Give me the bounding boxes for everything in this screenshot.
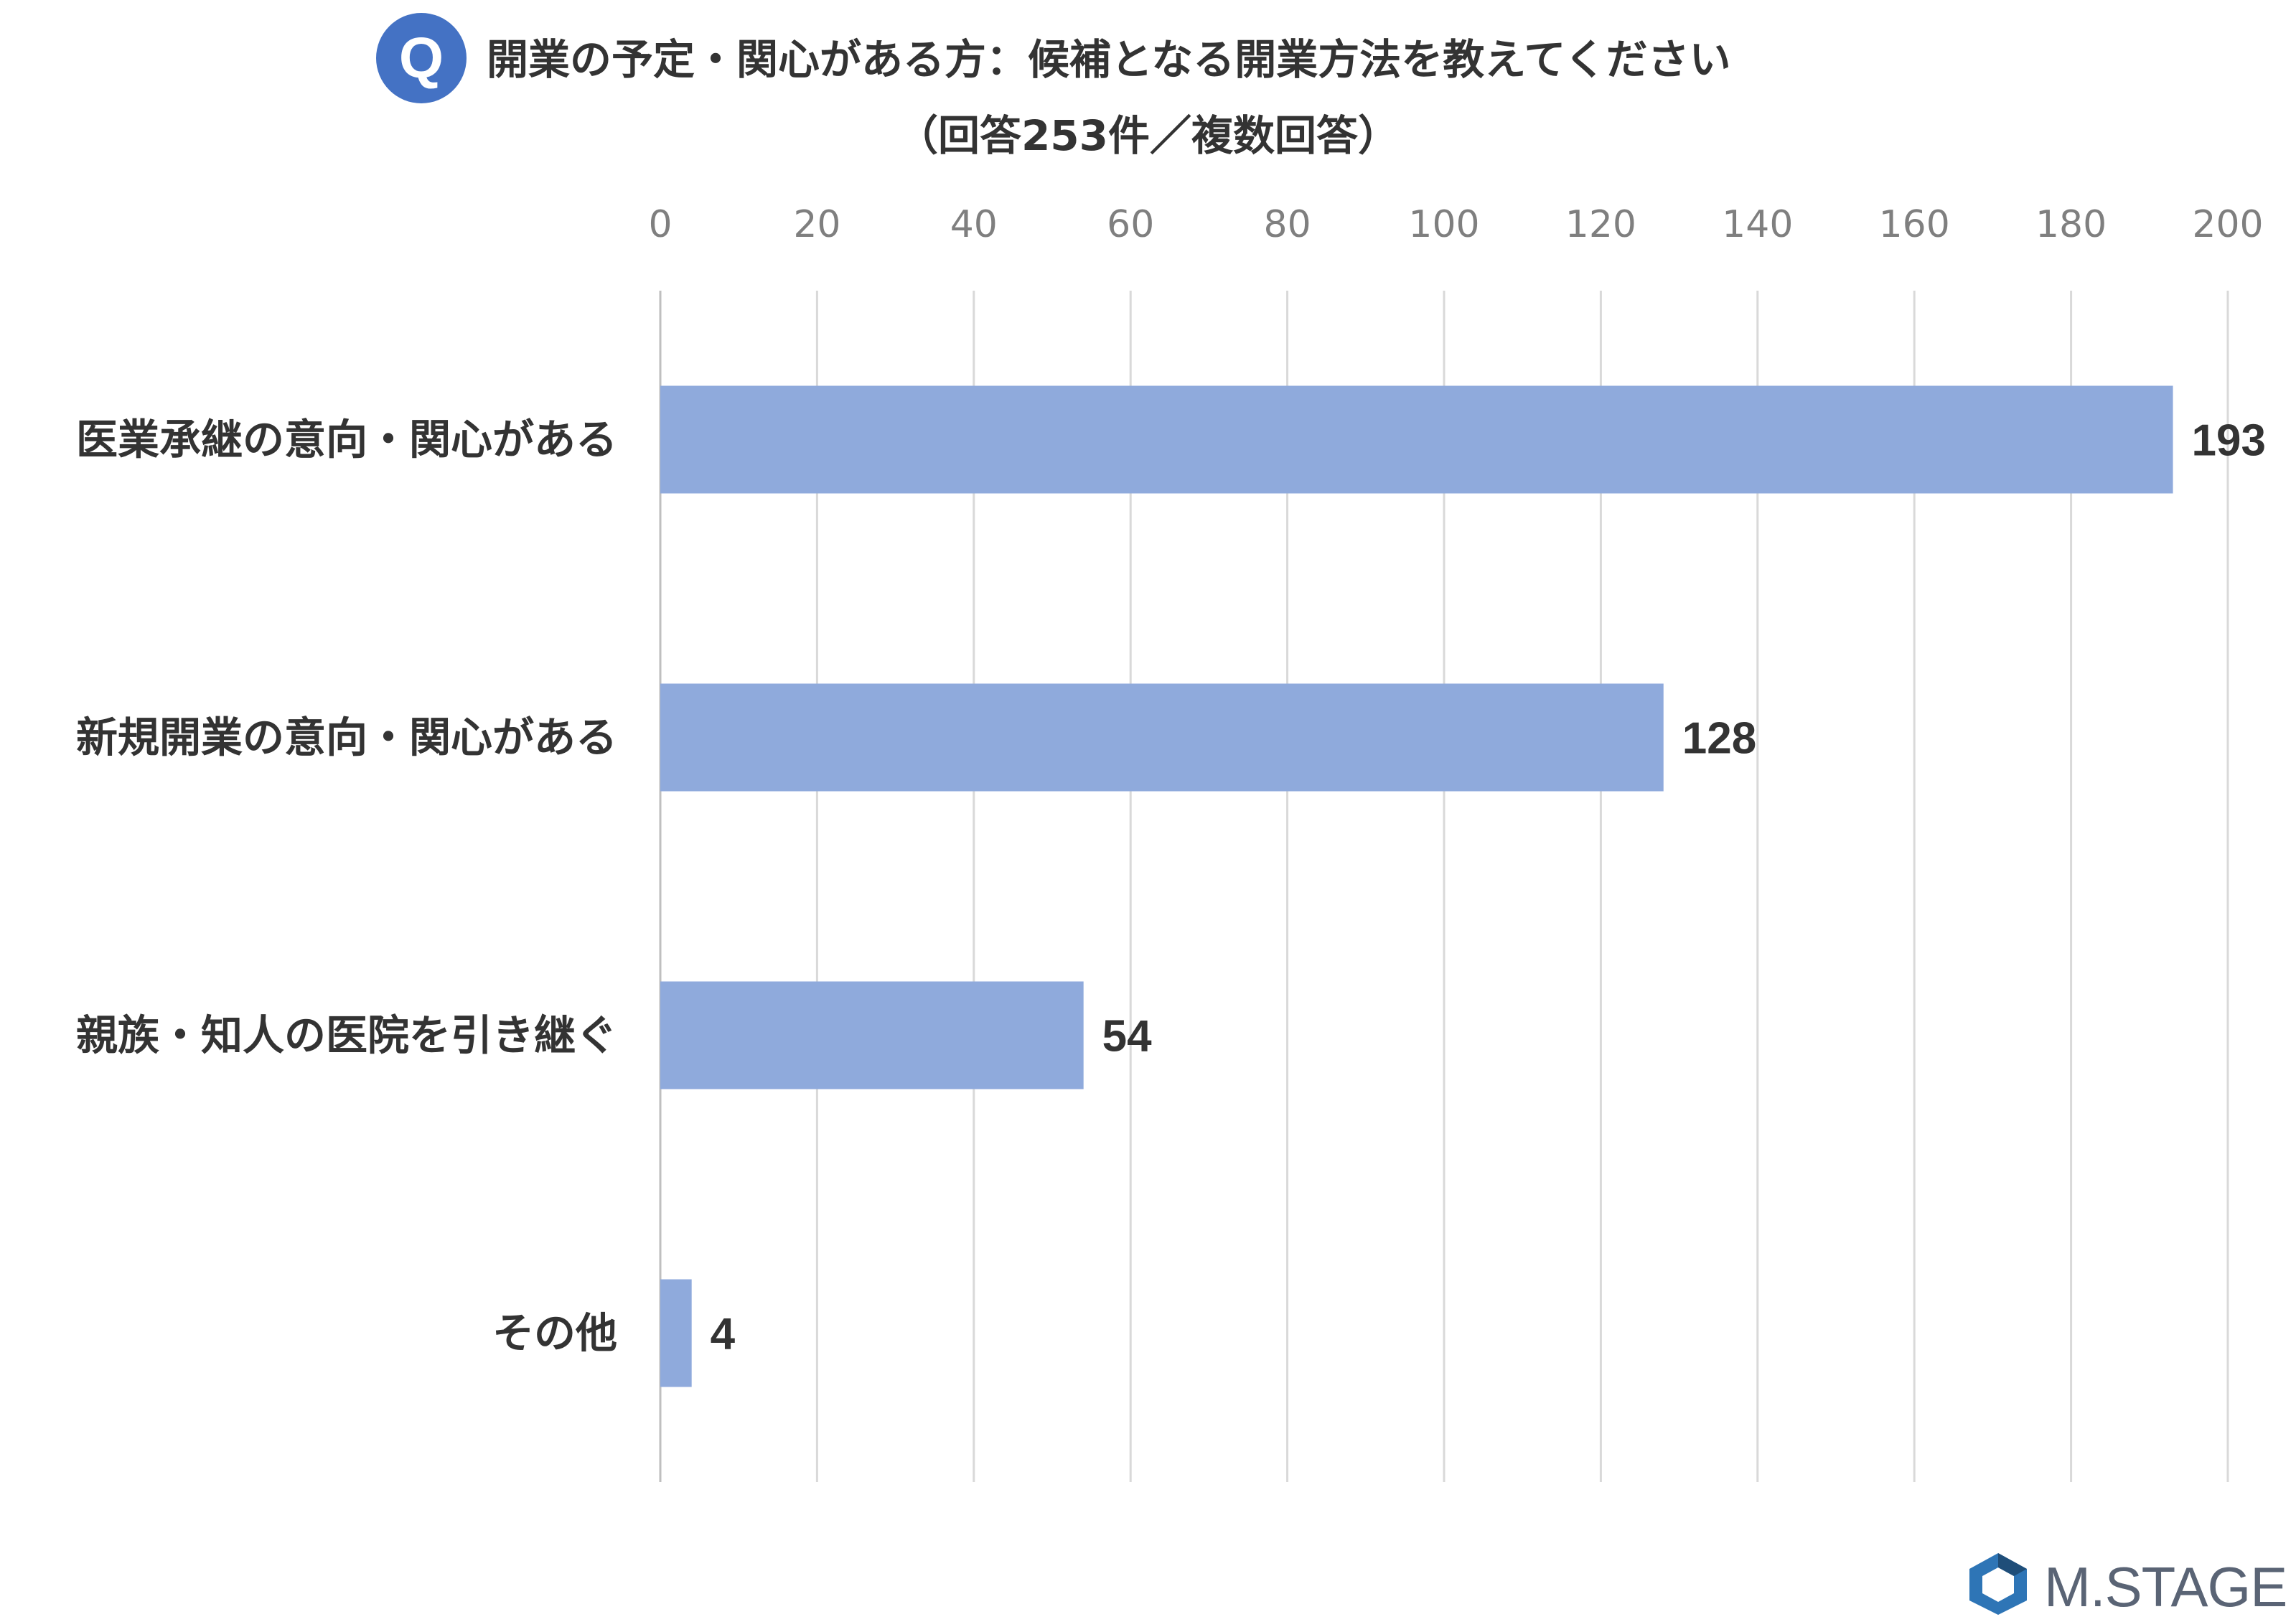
bar <box>660 1279 692 1387</box>
x-tick-label: 160 <box>1879 203 1950 246</box>
chart-header: Q 開業の予定・関心がある方：候補となる開業方法を教えてください （回答253件… <box>0 0 2296 172</box>
chart-title: 開業の予定・関心がある方：候補となる開業方法を教えてください <box>487 35 1731 84</box>
bar <box>660 981 1084 1089</box>
bar-chart: 0 20 40 60 80 100 120 140 160 180 200 医業承継の意向・関心があ… <box>76 203 2266 1482</box>
category-labels: 医業承継の意向・関心がある新規開業の意向・関心がある親族・知人の医院を引き継ぐそ… <box>76 416 617 1358</box>
category-label: その他 <box>492 1309 617 1358</box>
data-label: 4 <box>711 1310 736 1359</box>
brand-logo: M.STAGE <box>1967 1552 2287 1618</box>
category-label: 医業承継の意向・関心がある <box>76 416 617 464</box>
category-label: 親族・知人の医院を引き継ぐ <box>76 1011 617 1060</box>
bar <box>660 683 1664 792</box>
data-label: 193 <box>2192 416 2266 466</box>
x-tick-label: 200 <box>2192 203 2263 246</box>
chart-subtitle: （回答253件／複数回答） <box>896 111 1400 160</box>
x-tick-label: 140 <box>1722 203 1793 246</box>
x-tick-label: 0 <box>648 203 672 246</box>
x-tick-label: 120 <box>1565 203 1636 246</box>
logo-mark-icon <box>1969 1553 2027 1615</box>
x-tick-label: 60 <box>1107 203 1154 246</box>
x-axis-ticks: 0 20 40 60 80 100 120 140 160 180 200 <box>648 203 2263 246</box>
data-label: 54 <box>1102 1012 1152 1061</box>
question-badge: Q <box>376 13 467 103</box>
bar <box>660 385 2173 494</box>
x-tick-label: 40 <box>950 203 998 246</box>
data-labels: 193 128 54 4 <box>711 416 2266 1359</box>
data-label: 128 <box>1682 714 1756 764</box>
x-tick-label: 100 <box>1408 203 1479 246</box>
x-tick-label: 180 <box>2035 203 2107 246</box>
x-tick-label: 80 <box>1264 203 1311 246</box>
x-tick-label: 20 <box>793 203 840 246</box>
category-label: 新規開業の意向・関心がある <box>76 713 617 762</box>
bars <box>660 385 2173 1387</box>
logo-text: M.STAGE <box>2044 1555 2287 1618</box>
